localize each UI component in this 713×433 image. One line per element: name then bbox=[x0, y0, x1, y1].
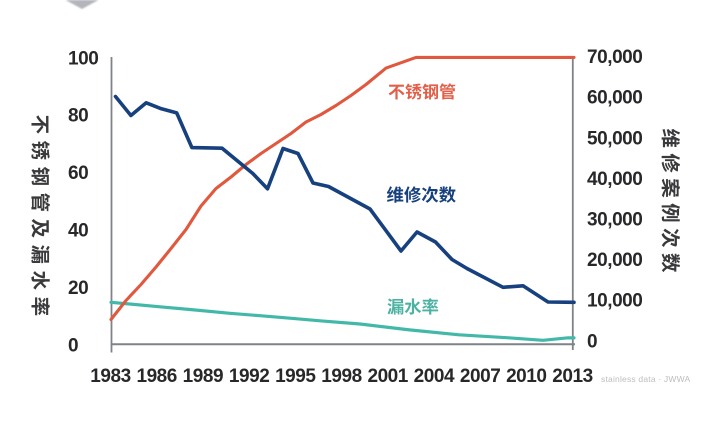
svg-text:80: 80 bbox=[68, 106, 88, 127]
svg-text:1998: 1998 bbox=[321, 366, 361, 387]
svg-text:50,000: 50,000 bbox=[587, 128, 642, 149]
svg-text:2001: 2001 bbox=[367, 366, 408, 387]
svg-text:20: 20 bbox=[68, 278, 88, 299]
svg-text:1989: 1989 bbox=[183, 366, 223, 387]
svg-text:10,000: 10,000 bbox=[587, 291, 642, 312]
svg-text:0: 0 bbox=[587, 331, 597, 352]
svg-text:60: 60 bbox=[68, 163, 88, 184]
svg-text:30,000: 30,000 bbox=[587, 210, 642, 231]
svg-text:60,000: 60,000 bbox=[587, 88, 642, 109]
svg-text:1983: 1983 bbox=[90, 366, 130, 387]
svg-text:1992: 1992 bbox=[229, 366, 269, 387]
svg-text:20,000: 20,000 bbox=[587, 250, 642, 271]
svg-text:2010: 2010 bbox=[506, 366, 546, 387]
svg-text:1986: 1986 bbox=[136, 366, 176, 387]
svg-text:2013: 2013 bbox=[552, 366, 592, 387]
svg-text:100: 100 bbox=[68, 48, 98, 69]
svg-text:40,000: 40,000 bbox=[587, 169, 642, 190]
svg-text:2004: 2004 bbox=[414, 366, 455, 387]
svg-text:40: 40 bbox=[68, 221, 88, 242]
svg-text:70,000: 70,000 bbox=[587, 47, 642, 68]
svg-text:stainless data · JWWA: stainless data · JWWA bbox=[601, 374, 691, 384]
svg-text:0: 0 bbox=[68, 335, 78, 356]
svg-text:1995: 1995 bbox=[275, 366, 316, 387]
svg-text:2007: 2007 bbox=[460, 366, 500, 387]
